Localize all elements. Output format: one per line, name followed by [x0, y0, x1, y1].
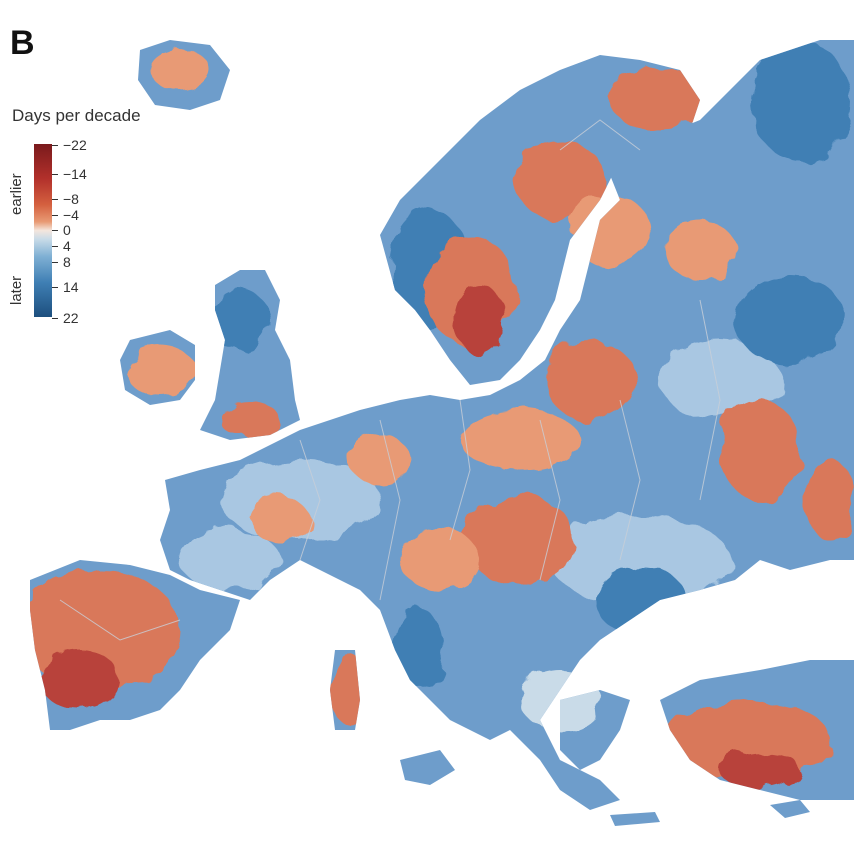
- legend-tick-label: −14: [63, 166, 87, 182]
- legend-tick: [52, 145, 58, 146]
- legend-tick-label: 22: [63, 310, 79, 326]
- legend-tick: [52, 174, 58, 175]
- legend-tick: [52, 318, 58, 319]
- legend-tick: [52, 230, 58, 231]
- legend-later-label: later: [8, 275, 25, 305]
- legend-tick-label: 14: [63, 279, 79, 295]
- legend-tick: [52, 262, 58, 263]
- legend-title: Days per decade: [12, 106, 141, 125]
- legend-tick: [52, 287, 58, 288]
- legend-tick: [52, 215, 58, 216]
- legend-colorbar: [34, 144, 52, 317]
- legend-tick: [52, 199, 58, 200]
- legend-tick-label: −8: [63, 191, 79, 207]
- legend-tick-label: 4: [63, 238, 71, 254]
- legend-earlier-label: earlier: [8, 173, 25, 215]
- legend-tick-label: −22: [63, 137, 87, 153]
- panel-label: B: [10, 24, 35, 62]
- legend-tick: [52, 246, 58, 247]
- legend-tick-label: −4: [63, 207, 79, 223]
- legend-tick-label: 0: [63, 222, 71, 238]
- legend-tick-label: 8: [63, 254, 71, 270]
